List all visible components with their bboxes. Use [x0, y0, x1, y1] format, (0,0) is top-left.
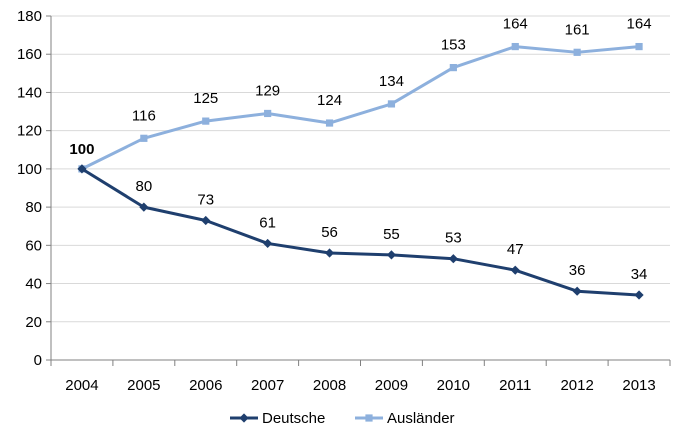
x-tick-label: 2012: [560, 377, 593, 394]
square-marker: [635, 42, 643, 51]
y-tick-label: 140: [17, 84, 42, 101]
data-label-deutsche: 73: [197, 191, 214, 208]
series-line-ausländer: [81, 45, 640, 171]
legend-item-deutsche: Deutsche: [230, 410, 325, 427]
data-label-start: 100: [69, 141, 94, 158]
diamond-marker: [386, 250, 397, 260]
x-tick-label: 2004: [65, 377, 98, 394]
data-label-deutsche: 36: [569, 262, 586, 279]
y-tick-label: 20: [25, 314, 42, 331]
x-tick-label: 2009: [375, 377, 408, 394]
diamond-marker: [448, 254, 458, 264]
axes: 0 20 40 60 80 100 120 140 160 180 2004 2005 2006 2007…: [17, 8, 671, 394]
square-marker: [387, 100, 396, 108]
diamond-marker: [139, 202, 149, 212]
data-labels: 116 125 129 124 134 153 164 161 164 80 73 61 56 55 53 4…: [69, 16, 651, 283]
y-tick-label: 60: [25, 237, 42, 254]
diamond-marker: [77, 164, 87, 174]
diamond-marker: [239, 413, 249, 423]
square-marker: [325, 119, 334, 127]
data-label-auslaender: 134: [379, 73, 404, 90]
data-label-deutsche: 80: [136, 178, 153, 195]
y-tick-label: 40: [25, 276, 42, 293]
data-label-deutsche: 34: [631, 266, 648, 283]
data-label-auslaender: 161: [565, 21, 590, 38]
square-marker: [511, 42, 519, 51]
x-tick-label: 2008: [313, 377, 346, 394]
diamond-marker: [201, 215, 211, 226]
diamond-marker: [510, 265, 520, 275]
data-label-auslaender: 124: [317, 92, 342, 109]
legend-label: Ausländer: [387, 410, 455, 427]
y-tick-label: 100: [17, 161, 42, 178]
legend: Deutsche Ausländer: [230, 410, 455, 427]
diamond-marker: [324, 248, 335, 258]
data-label-auslaender: 129: [255, 82, 280, 99]
x-tick-label: 2007: [251, 377, 284, 394]
data-label-auslaender: 125: [193, 90, 218, 107]
square-marker: [202, 117, 210, 125]
data-label-deutsche: 61: [259, 214, 276, 231]
data-label-auslaender: 116: [132, 107, 156, 124]
data-label-deutsche: 47: [507, 241, 524, 258]
y-tick-label: 160: [17, 46, 42, 63]
y-tick-label: 180: [17, 8, 42, 25]
data-label-deutsche: 53: [445, 230, 462, 247]
diamond-marker: [634, 290, 644, 300]
x-tick-label: 2013: [622, 377, 655, 394]
square-marker: [573, 48, 581, 56]
series-line-deutsche: [81, 167, 640, 297]
data-label-auslaender: 164: [627, 16, 652, 33]
square-marker: [140, 134, 148, 142]
data-label-auslaender: 153: [441, 37, 466, 54]
gridlines: [51, 15, 670, 323]
data-label-auslaender: 164: [503, 16, 528, 33]
y-tick-label: 80: [25, 199, 42, 216]
legend-label: Deutsche: [262, 410, 325, 427]
data-label-deutsche: 55: [383, 226, 400, 243]
data-label-deutsche: 56: [321, 224, 338, 241]
x-tick-label: 2005: [127, 377, 160, 394]
legend-item-ausländer: Ausländer: [355, 410, 455, 427]
x-tick-label: 2006: [189, 377, 222, 394]
y-tick-label: 120: [17, 123, 42, 140]
square-marker: [449, 64, 457, 72]
diamond-marker: [572, 286, 582, 296]
x-tick-label: 2010: [437, 377, 470, 394]
diamond-marker: [263, 238, 273, 249]
series-lines: [77, 42, 644, 300]
square-marker: [365, 414, 373, 422]
x-tick-label: 2011: [499, 377, 531, 394]
square-marker: [264, 109, 272, 118]
y-tick-label: 0: [34, 352, 42, 369]
